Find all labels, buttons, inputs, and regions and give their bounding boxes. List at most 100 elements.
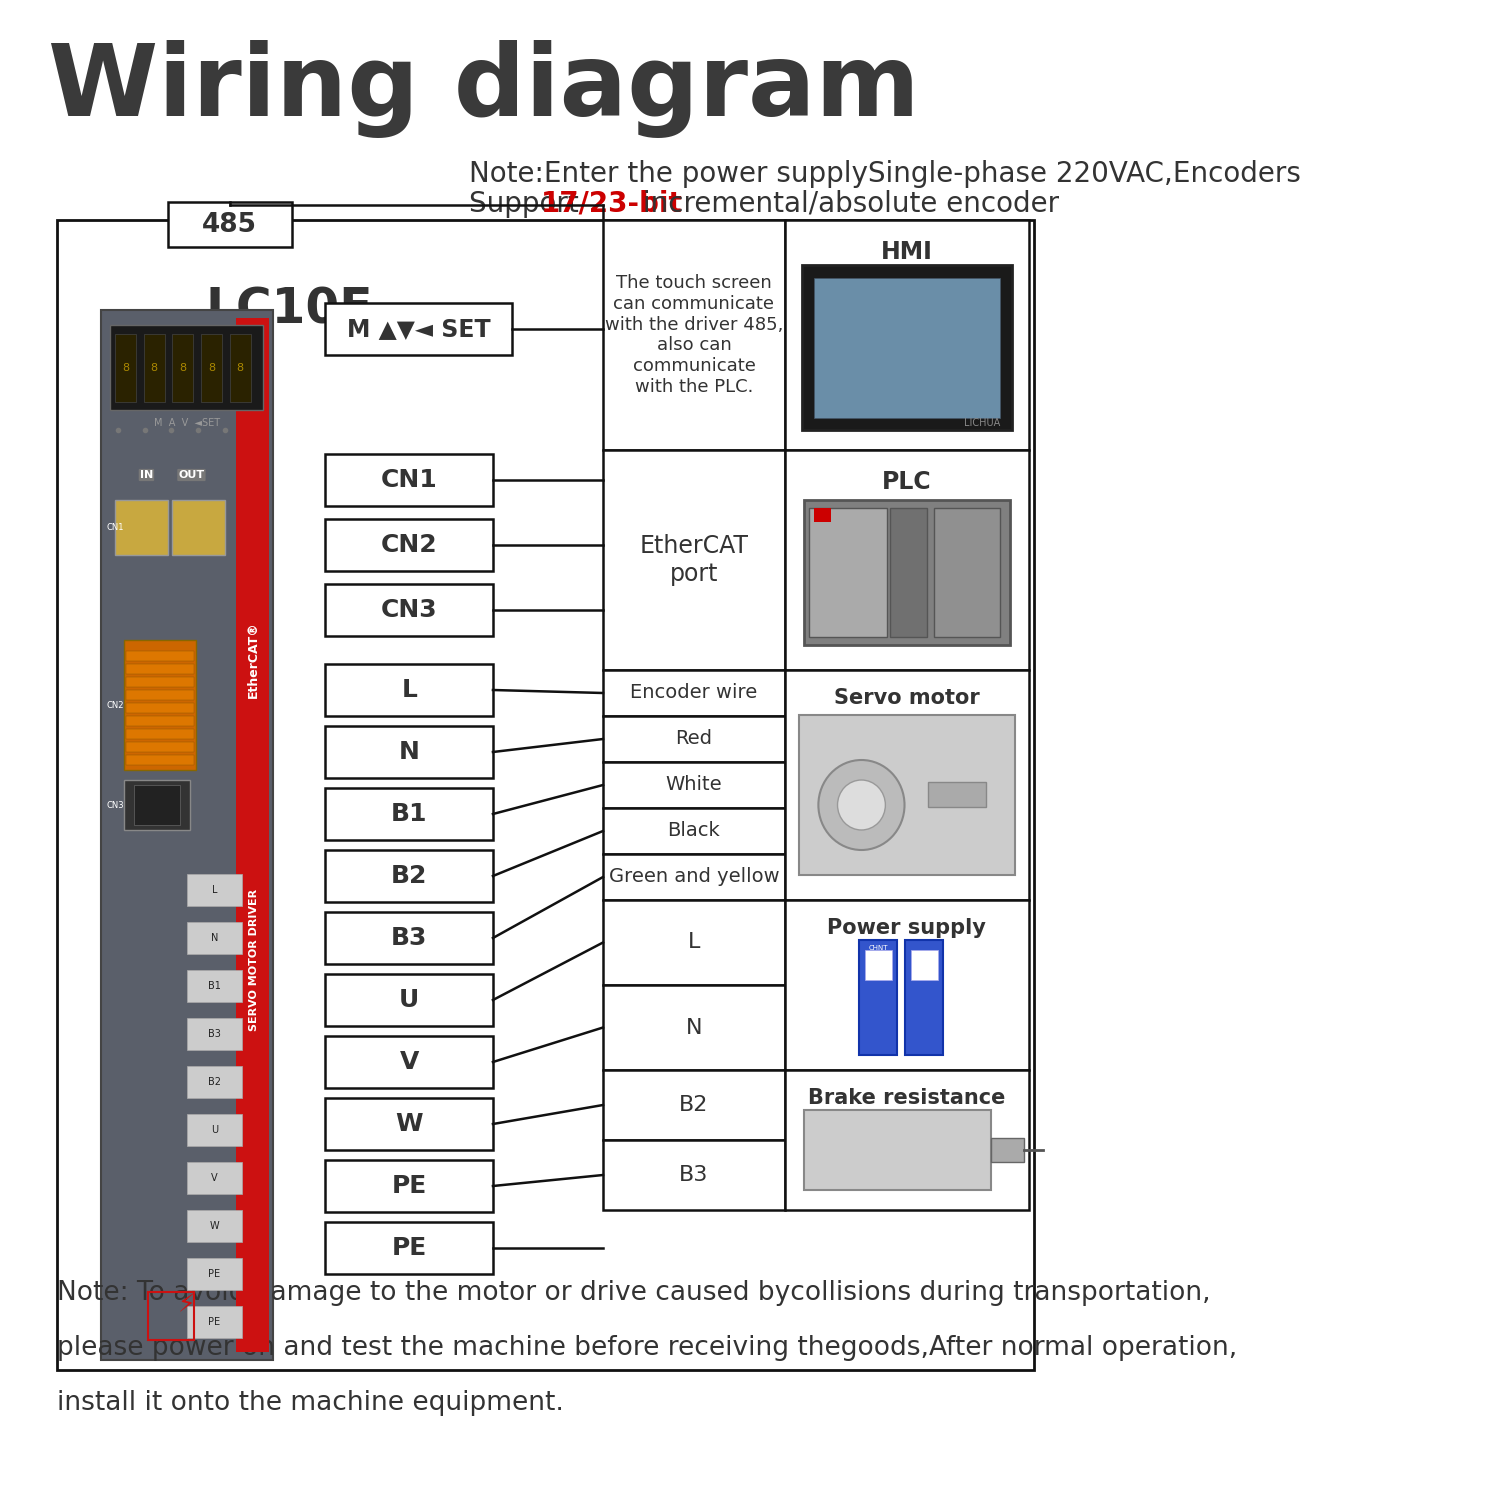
Text: PLC: PLC xyxy=(882,470,932,494)
Text: Black: Black xyxy=(668,822,720,840)
Text: Wiring diagram: Wiring diagram xyxy=(48,40,919,138)
Text: W: W xyxy=(396,1112,423,1136)
Bar xyxy=(603,986,784,1070)
Text: B1: B1 xyxy=(392,802,427,826)
Bar xyxy=(326,1160,494,1212)
Bar xyxy=(784,220,1029,450)
Bar xyxy=(126,690,195,700)
Text: Support: Support xyxy=(470,190,588,217)
Bar xyxy=(784,900,1029,1070)
Text: PE: PE xyxy=(209,1269,220,1280)
Bar xyxy=(603,1140,784,1210)
Text: Green and yellow: Green and yellow xyxy=(609,867,780,886)
Bar xyxy=(804,500,1010,645)
Bar xyxy=(126,676,195,687)
Text: PE: PE xyxy=(209,1317,220,1328)
Text: CN2: CN2 xyxy=(381,532,438,556)
Bar xyxy=(891,509,927,638)
Text: B1: B1 xyxy=(209,981,220,992)
Text: OUT: OUT xyxy=(178,470,204,480)
Bar xyxy=(990,1138,1024,1162)
Bar xyxy=(172,500,225,555)
Text: L: L xyxy=(402,678,417,702)
Text: 8: 8 xyxy=(209,363,214,374)
Bar xyxy=(326,303,512,355)
Text: 8: 8 xyxy=(122,363,129,374)
Bar xyxy=(124,640,196,770)
Bar xyxy=(168,202,292,248)
Bar xyxy=(326,454,494,506)
Bar xyxy=(172,334,194,402)
Bar xyxy=(865,950,891,980)
Bar xyxy=(603,762,784,808)
Text: LC10E: LC10E xyxy=(206,285,374,333)
Bar xyxy=(802,266,1011,430)
Bar xyxy=(603,220,784,450)
Text: B3: B3 xyxy=(680,1166,708,1185)
Text: L: L xyxy=(688,933,700,952)
Text: ⚡: ⚡ xyxy=(178,1293,195,1317)
Text: HMI: HMI xyxy=(880,240,933,264)
Bar xyxy=(326,850,494,901)
Text: V: V xyxy=(399,1050,418,1074)
Bar xyxy=(110,326,262,410)
Bar xyxy=(186,922,242,954)
Text: U: U xyxy=(211,1125,217,1136)
Text: Note:Enter the power supplySingle-phase 220VAC,Encoders: Note:Enter the power supplySingle-phase … xyxy=(470,160,1300,188)
Bar xyxy=(808,509,886,638)
Text: CN3: CN3 xyxy=(106,801,124,810)
Bar xyxy=(186,1162,242,1194)
Text: CN3: CN3 xyxy=(381,598,438,622)
Bar xyxy=(144,334,165,402)
Text: Red: Red xyxy=(675,729,712,748)
Bar xyxy=(326,974,494,1026)
Text: incremental/absolute encoder: incremental/absolute encoder xyxy=(633,190,1059,217)
Bar xyxy=(859,940,897,1054)
Bar xyxy=(603,1070,784,1140)
Text: CN1: CN1 xyxy=(106,522,123,531)
Bar xyxy=(910,950,938,980)
Bar xyxy=(813,509,831,522)
Bar xyxy=(148,1292,195,1340)
Text: Encoder wire: Encoder wire xyxy=(630,684,758,702)
Bar xyxy=(186,1066,242,1098)
Text: L: L xyxy=(211,885,217,896)
Bar xyxy=(326,584,494,636)
Text: B2: B2 xyxy=(392,864,427,888)
Text: White: White xyxy=(666,776,723,795)
Bar xyxy=(326,519,494,572)
Bar xyxy=(603,808,784,853)
Text: The touch screen
can communicate
with the driver 485,
also can
communicate
with : The touch screen can communicate with th… xyxy=(604,274,783,396)
Bar xyxy=(186,1306,242,1338)
Bar xyxy=(186,1019,242,1050)
Bar xyxy=(186,1258,242,1290)
Bar xyxy=(126,716,195,726)
Bar xyxy=(186,1114,242,1146)
Text: IN: IN xyxy=(140,470,153,480)
Bar xyxy=(186,970,242,1002)
Text: 485: 485 xyxy=(202,211,256,237)
Bar xyxy=(201,334,222,402)
Text: M ▲▼◄ SET: M ▲▼◄ SET xyxy=(346,316,490,340)
Text: CHNT: CHNT xyxy=(868,945,888,951)
Bar xyxy=(116,500,168,555)
Text: 8: 8 xyxy=(237,363,244,374)
Text: Servo motor: Servo motor xyxy=(834,688,980,708)
Bar xyxy=(928,782,986,807)
Text: SERVO MOTOR DRIVER: SERVO MOTOR DRIVER xyxy=(249,890,258,1030)
Bar xyxy=(126,704,195,712)
Bar xyxy=(126,664,195,674)
Text: EtherCAT
port: EtherCAT port xyxy=(639,534,748,586)
Bar xyxy=(804,1110,990,1190)
Text: PE: PE xyxy=(392,1174,427,1198)
Bar xyxy=(100,310,273,1360)
Text: B3: B3 xyxy=(392,926,427,950)
Bar xyxy=(326,912,494,964)
Bar xyxy=(230,334,251,402)
Bar xyxy=(126,754,195,765)
Bar xyxy=(186,1210,242,1242)
Bar xyxy=(326,1222,494,1274)
Bar xyxy=(784,450,1029,670)
Bar xyxy=(603,853,784,900)
Text: PE: PE xyxy=(392,1236,427,1260)
